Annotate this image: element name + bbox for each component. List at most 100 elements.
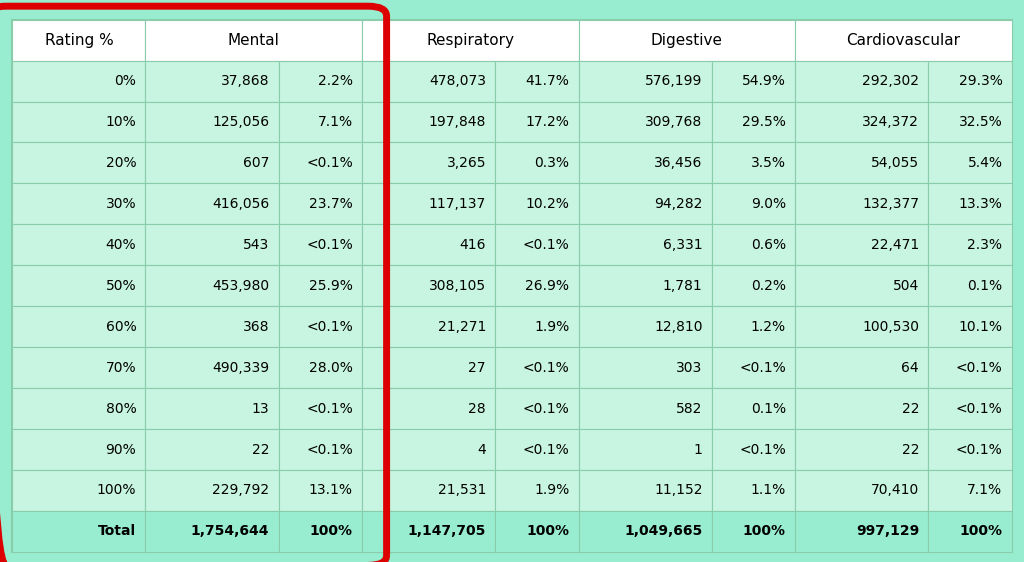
Bar (12, 511, 145, 552)
Text: 22: 22 (901, 402, 920, 415)
Bar (796, 347, 929, 388)
Text: 3.5%: 3.5% (751, 156, 786, 170)
Text: <0.1%: <0.1% (739, 361, 786, 375)
Bar (579, 429, 712, 470)
Bar (496, 429, 579, 470)
Bar (712, 347, 796, 388)
Text: 70,410: 70,410 (870, 483, 920, 497)
Text: <0.1%: <0.1% (522, 402, 569, 415)
Bar (279, 470, 362, 511)
Text: 23.7%: 23.7% (309, 197, 353, 211)
Bar (145, 20, 362, 61)
Bar (796, 306, 929, 347)
Text: 32.5%: 32.5% (958, 115, 1002, 129)
Text: 100,530: 100,530 (862, 320, 920, 334)
Text: 368: 368 (243, 320, 269, 334)
Bar (712, 470, 796, 511)
Bar (579, 20, 796, 61)
Text: 1,049,665: 1,049,665 (625, 524, 702, 538)
Text: 100%: 100% (526, 524, 569, 538)
Bar (929, 61, 1012, 102)
Text: 117,137: 117,137 (429, 197, 486, 211)
Text: 308,105: 308,105 (429, 279, 486, 293)
Text: <0.1%: <0.1% (522, 442, 569, 456)
Bar (362, 20, 579, 61)
Text: 26.9%: 26.9% (525, 279, 569, 293)
Bar (279, 347, 362, 388)
Bar (496, 306, 579, 347)
Bar (279, 143, 362, 183)
Text: Total: Total (98, 524, 136, 538)
Bar (712, 306, 796, 347)
Bar (145, 224, 279, 265)
Text: <0.1%: <0.1% (522, 238, 569, 252)
Text: 29.3%: 29.3% (958, 74, 1002, 88)
Bar (929, 224, 1012, 265)
FancyBboxPatch shape (12, 20, 1012, 552)
Text: 229,792: 229,792 (212, 483, 269, 497)
Bar (796, 224, 929, 265)
Bar (279, 183, 362, 224)
Text: 416: 416 (460, 238, 486, 252)
Bar (496, 347, 579, 388)
Bar (496, 265, 579, 306)
Text: 0.1%: 0.1% (751, 402, 786, 415)
Bar (12, 183, 145, 224)
Bar (712, 511, 796, 552)
Text: 416,056: 416,056 (212, 197, 269, 211)
Bar (796, 183, 929, 224)
Text: 41.7%: 41.7% (525, 74, 569, 88)
Bar (279, 306, 362, 347)
Text: 2.2%: 2.2% (317, 74, 353, 88)
Bar (929, 102, 1012, 143)
Text: 490,339: 490,339 (212, 361, 269, 375)
Text: 478,073: 478,073 (429, 74, 486, 88)
Bar (12, 143, 145, 183)
Text: 100%: 100% (96, 483, 136, 497)
Bar (496, 470, 579, 511)
Bar (279, 224, 362, 265)
Bar (362, 224, 496, 265)
Text: 0.6%: 0.6% (751, 238, 786, 252)
Text: <0.1%: <0.1% (306, 320, 353, 334)
Text: 7.1%: 7.1% (968, 483, 1002, 497)
Text: 292,302: 292,302 (862, 74, 920, 88)
Text: 453,980: 453,980 (212, 279, 269, 293)
Bar (145, 183, 279, 224)
Bar (362, 306, 496, 347)
Bar (579, 347, 712, 388)
Text: 60%: 60% (105, 320, 136, 334)
Bar (796, 429, 929, 470)
Text: 543: 543 (243, 238, 269, 252)
Bar (712, 224, 796, 265)
Text: <0.1%: <0.1% (306, 442, 353, 456)
Text: 13: 13 (252, 402, 269, 415)
Bar (496, 61, 579, 102)
Text: 21,531: 21,531 (437, 483, 486, 497)
Text: 1: 1 (693, 442, 702, 456)
Bar (496, 143, 579, 183)
Bar (145, 265, 279, 306)
Text: 10.2%: 10.2% (525, 197, 569, 211)
Bar (712, 429, 796, 470)
Bar (712, 61, 796, 102)
Bar (929, 429, 1012, 470)
Text: <0.1%: <0.1% (306, 402, 353, 415)
Text: 309,768: 309,768 (645, 115, 702, 129)
Text: 80%: 80% (105, 402, 136, 415)
Bar (362, 143, 496, 183)
Text: 582: 582 (676, 402, 702, 415)
Bar (796, 388, 929, 429)
Text: 9.0%: 9.0% (751, 197, 786, 211)
Text: 132,377: 132,377 (862, 197, 920, 211)
Bar (12, 224, 145, 265)
Text: 197,848: 197,848 (429, 115, 486, 129)
Bar (145, 102, 279, 143)
Bar (796, 20, 1012, 61)
Bar (579, 61, 712, 102)
Bar (496, 388, 579, 429)
Text: 22: 22 (252, 442, 269, 456)
Text: 37,868: 37,868 (221, 74, 269, 88)
Bar (929, 183, 1012, 224)
Text: 22: 22 (901, 442, 920, 456)
